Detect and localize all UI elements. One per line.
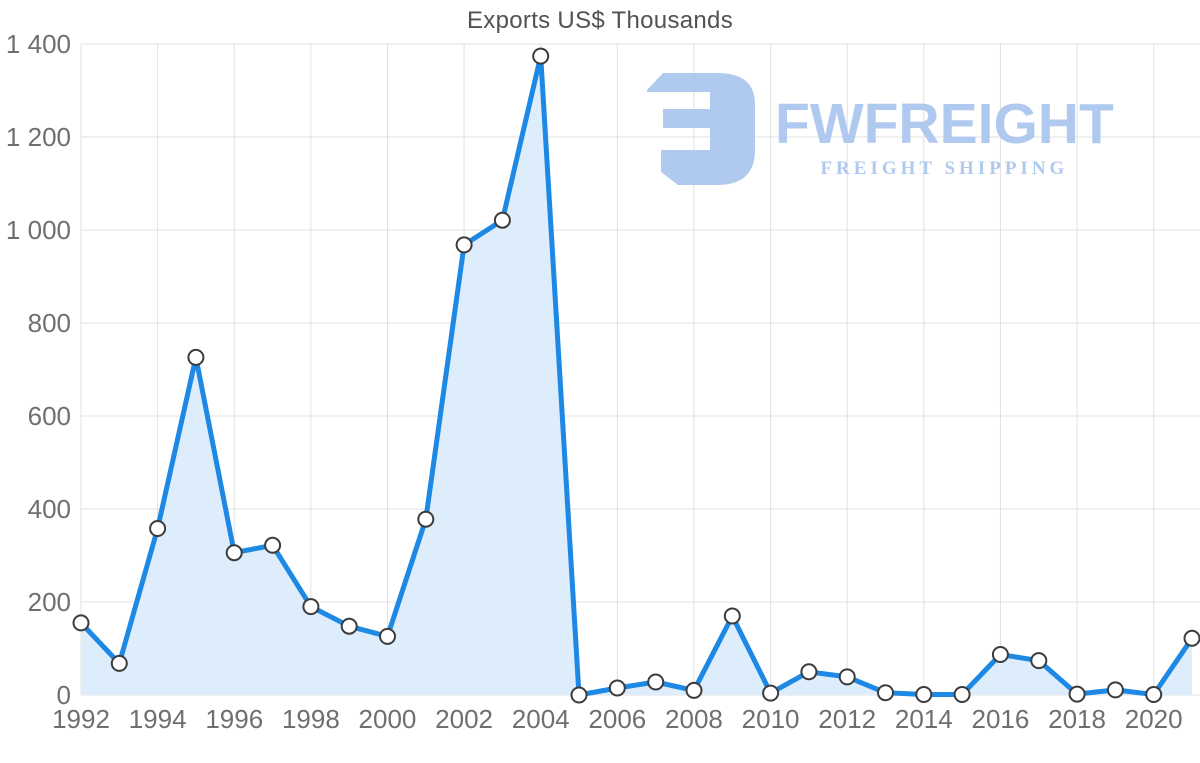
y-tick-label: 800: [28, 308, 71, 338]
data-point-1997[interactable]: [264, 536, 282, 554]
data-point-2004[interactable]: [532, 47, 550, 65]
data-point-2011[interactable]: [800, 663, 818, 681]
data-point-2010[interactable]: [762, 684, 780, 702]
x-tick-label: 2004: [512, 704, 570, 734]
data-point-2007[interactable]: [647, 673, 665, 691]
data-point-1996[interactable]: [225, 544, 243, 562]
data-point-2016[interactable]: [991, 646, 1009, 663]
x-tick-label: 2008: [665, 704, 723, 734]
area-fill: [81, 56, 1192, 696]
data-point-1999[interactable]: [340, 617, 358, 635]
y-tick-label: 200: [28, 587, 71, 617]
data-point-2009[interactable]: [723, 607, 741, 625]
x-tick-label: 2020: [1125, 704, 1183, 734]
data-point-2015[interactable]: [953, 686, 971, 703]
y-tick-label: 1 400: [6, 29, 71, 59]
x-tick-label: 1994: [129, 704, 187, 734]
x-tick-label: 2006: [588, 704, 646, 734]
data-point-2020[interactable]: [1145, 686, 1163, 703]
data-point-1995[interactable]: [187, 348, 205, 366]
data-point-2013[interactable]: [877, 684, 894, 702]
data-point-2003[interactable]: [493, 211, 511, 229]
data-point-2000[interactable]: [379, 627, 396, 645]
y-tick-label: 400: [28, 494, 71, 524]
data-point-1994[interactable]: [149, 520, 167, 537]
data-point-2006[interactable]: [608, 679, 626, 697]
data-point-1992[interactable]: [72, 614, 90, 632]
x-tick-label: 1996: [205, 704, 263, 734]
x-tick-label: 2016: [972, 704, 1030, 734]
data-point-1998[interactable]: [302, 598, 320, 616]
data-point-2014[interactable]: [915, 686, 933, 703]
data-point-2018[interactable]: [1068, 685, 1086, 703]
data-point-2008[interactable]: [685, 681, 703, 699]
data-point-2017[interactable]: [1030, 652, 1048, 670]
data-point-2001[interactable]: [417, 510, 435, 528]
x-tick-label: 2018: [1048, 704, 1106, 734]
x-tick-label: 2002: [435, 704, 493, 734]
data-point-2019[interactable]: [1106, 681, 1124, 699]
x-tick-label: 2014: [895, 704, 953, 734]
x-tick-label: 2000: [359, 704, 417, 734]
data-point-2012[interactable]: [838, 668, 856, 686]
data-point-2005[interactable]: [570, 686, 588, 704]
x-tick-label: 1998: [282, 704, 340, 734]
data-point-2002[interactable]: [455, 236, 473, 254]
chart-title: Exports US$ Thousands: [467, 7, 733, 34]
y-tick-label: 1 000: [6, 215, 71, 245]
y-tick-label: 600: [28, 401, 71, 431]
x-tick-label: 1992: [52, 704, 110, 734]
y-tick-label: 0: [57, 680, 71, 710]
y-tick-label: 1 200: [6, 122, 71, 152]
data-point-1993[interactable]: [110, 654, 128, 672]
x-tick-label: 2012: [818, 704, 876, 734]
data-point-2021[interactable]: [1183, 629, 1200, 647]
x-tick-label: 2010: [742, 704, 800, 734]
